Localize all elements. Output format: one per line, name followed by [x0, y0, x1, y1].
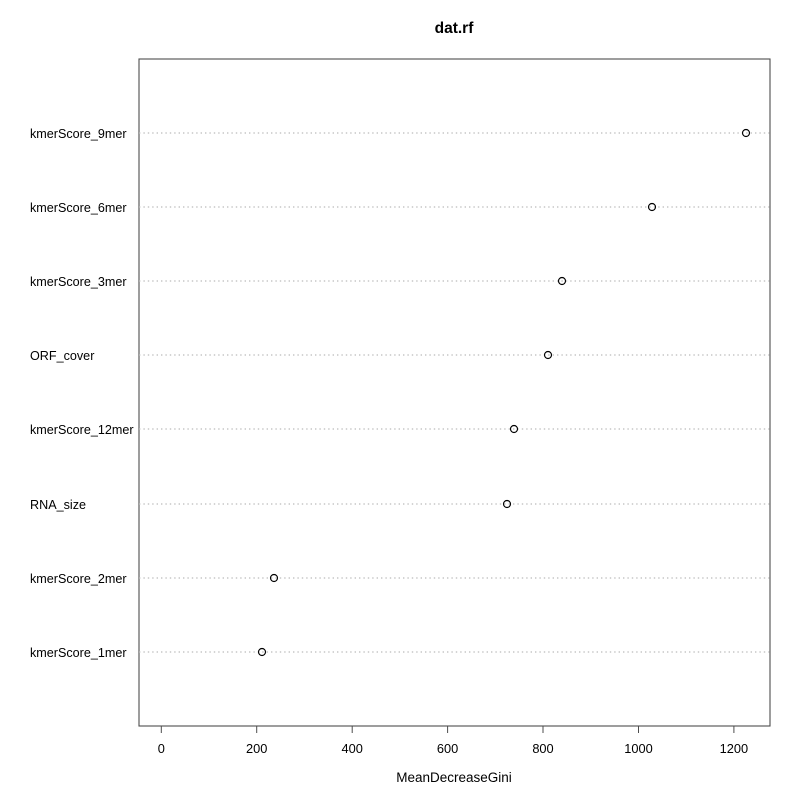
- svg-text:dat.rf: dat.rf: [435, 20, 475, 37]
- svg-text:kmerScore_12mer: kmerScore_12mer: [30, 423, 134, 437]
- svg-text:kmerScore_6mer: kmerScore_6mer: [30, 201, 127, 215]
- svg-text:MeanDecreaseGini: MeanDecreaseGini: [396, 770, 512, 785]
- svg-text:kmerScore_1mer: kmerScore_1mer: [30, 646, 127, 660]
- svg-text:kmerScore_9mer: kmerScore_9mer: [30, 127, 127, 141]
- svg-text:RNA_size: RNA_size: [30, 498, 86, 512]
- svg-text:400: 400: [342, 741, 363, 756]
- svg-text:kmerScore_2mer: kmerScore_2mer: [30, 572, 127, 586]
- svg-text:1200: 1200: [720, 741, 748, 756]
- svg-text:0: 0: [158, 741, 165, 756]
- svg-text:1000: 1000: [624, 741, 652, 756]
- svg-text:200: 200: [246, 741, 267, 756]
- svg-text:kmerScore_3mer: kmerScore_3mer: [30, 275, 127, 289]
- svg-text:800: 800: [532, 741, 553, 756]
- svg-text:600: 600: [437, 741, 458, 756]
- svg-text:ORF_cover: ORF_cover: [30, 349, 94, 363]
